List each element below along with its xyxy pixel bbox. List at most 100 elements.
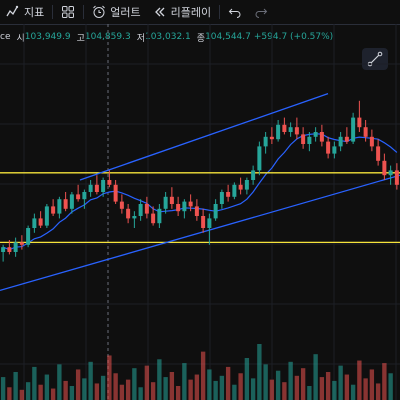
replay-button[interactable]: 리플레이 xyxy=(147,0,217,24)
replay-label: 리플레이 xyxy=(170,6,212,19)
volume-bar xyxy=(344,374,350,400)
volume-bar xyxy=(319,377,325,400)
symbol-fragment: ce xyxy=(0,32,11,42)
volume-bar xyxy=(169,372,175,400)
low-value: 103,032.1 xyxy=(144,32,191,42)
open-value: 103,949.9 xyxy=(24,32,71,42)
volume-bar xyxy=(369,369,375,400)
candle-body xyxy=(226,192,231,197)
change-value: +594.7 (+0.57%) xyxy=(253,32,334,42)
candle-body xyxy=(32,218,37,228)
volume-bar xyxy=(350,384,356,400)
volume-bar xyxy=(163,377,168,400)
volume-bar xyxy=(269,379,275,400)
toolbar-divider xyxy=(219,5,221,19)
volume-bar xyxy=(338,365,343,400)
candle-body xyxy=(69,194,74,209)
alert-button[interactable]: 얼러트 xyxy=(86,0,146,24)
volume-bar xyxy=(119,384,125,400)
volume-bar xyxy=(238,373,243,400)
candle-body xyxy=(44,206,49,226)
volume-bar xyxy=(282,382,287,400)
volume-bar xyxy=(38,384,43,400)
volume-bar xyxy=(88,361,93,400)
candle-body xyxy=(319,132,324,142)
volume-bar xyxy=(182,363,187,400)
candle-body xyxy=(113,184,118,202)
candle-body xyxy=(294,127,299,135)
top-toolbar: 지표 얼러트 리플레이 xyxy=(0,0,400,25)
grid-icon xyxy=(62,6,75,18)
candle-body xyxy=(94,184,99,192)
close-value: 104,544.7 xyxy=(205,32,251,42)
volume-bar xyxy=(300,368,306,400)
undo-icon xyxy=(228,8,241,18)
volume-bar xyxy=(375,383,381,400)
volume-bar xyxy=(25,382,31,400)
candle-body xyxy=(213,204,218,219)
candle-body xyxy=(394,170,399,185)
low-key: 저 xyxy=(136,33,145,44)
price-chart[interactable] xyxy=(0,24,400,400)
volume-bar xyxy=(313,354,318,400)
candle-body xyxy=(38,218,43,226)
indicators-label: 지표 xyxy=(24,6,45,19)
volume-bar xyxy=(100,375,106,400)
volume-bar xyxy=(7,387,12,400)
templates-button[interactable] xyxy=(55,0,81,24)
volume-bar xyxy=(382,363,387,400)
volume-bar xyxy=(213,380,218,400)
volume-bar xyxy=(13,372,18,400)
candle-body xyxy=(51,206,56,214)
candle-body xyxy=(144,204,149,214)
candle-body xyxy=(88,184,93,192)
candle-body xyxy=(357,117,362,128)
candle-body xyxy=(76,194,81,200)
candle-body xyxy=(232,184,237,197)
volume-bar xyxy=(263,364,268,400)
candle-body xyxy=(157,208,162,224)
candle-body xyxy=(7,247,12,252)
volume-bar xyxy=(200,351,206,400)
candle-body xyxy=(138,204,143,216)
candle-body xyxy=(307,136,312,144)
volume-bar xyxy=(325,372,331,400)
indicators-button[interactable]: 지표 xyxy=(0,0,50,24)
candle-body xyxy=(238,184,243,190)
candle-body xyxy=(194,206,199,216)
volume-bar xyxy=(275,370,281,400)
candle-body xyxy=(363,127,368,137)
open-key: 시 xyxy=(16,33,25,44)
volume-bar xyxy=(113,373,118,400)
volume-bar xyxy=(257,344,262,400)
volume-bar xyxy=(50,388,56,400)
volume-bar xyxy=(69,386,75,400)
candle-body xyxy=(276,124,281,140)
candle-body xyxy=(57,199,62,214)
toolbar-divider xyxy=(52,5,54,19)
candle-body xyxy=(263,136,268,147)
volume-bar xyxy=(363,378,368,400)
candle-body xyxy=(26,228,31,245)
candle-body xyxy=(101,180,106,192)
candle-body xyxy=(376,146,381,161)
volume-bar xyxy=(288,361,293,400)
volume-bar xyxy=(250,378,256,400)
volume-bar xyxy=(232,384,237,400)
candle-body xyxy=(388,170,393,176)
candle-body xyxy=(207,218,212,228)
candle-body xyxy=(313,132,318,137)
volume-bar xyxy=(107,355,112,400)
volume-bar xyxy=(0,377,6,400)
candle-body xyxy=(63,199,68,209)
candle-body xyxy=(1,247,6,252)
candle-body xyxy=(169,196,174,204)
candle-body xyxy=(382,160,387,176)
volume-bar xyxy=(194,374,200,400)
volume-bar xyxy=(307,386,312,400)
redo-button[interactable] xyxy=(248,0,274,24)
candle-body xyxy=(219,192,224,204)
candle-body xyxy=(369,136,374,147)
undo-button[interactable] xyxy=(222,0,248,24)
volume-bar xyxy=(19,389,25,400)
